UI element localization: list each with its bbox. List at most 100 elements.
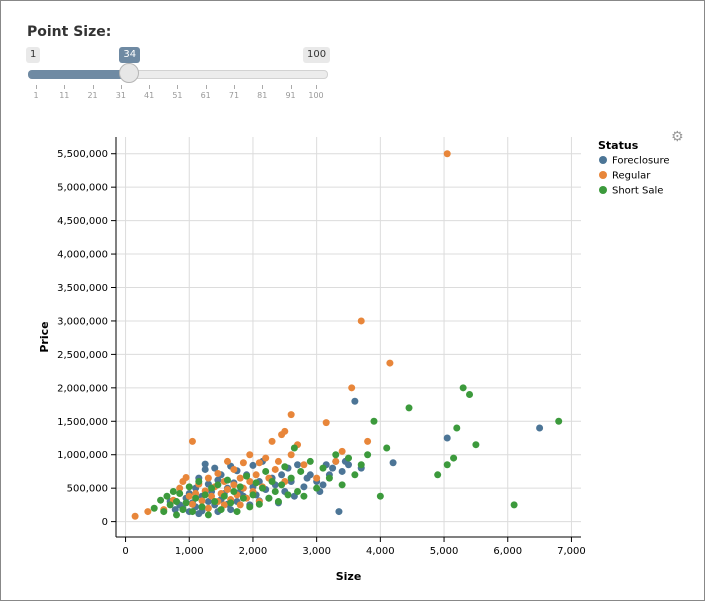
point-short-sale xyxy=(188,508,196,516)
y-tick-label: 5,500,000 xyxy=(57,149,108,160)
slider-tick xyxy=(177,85,179,89)
point-short-sale xyxy=(173,511,181,519)
point-short-sale xyxy=(195,477,203,485)
point-short-sale xyxy=(450,454,458,462)
point-foreclosure xyxy=(300,483,308,491)
slider-tick-label: 21 xyxy=(87,91,98,100)
point-short-sale xyxy=(173,498,181,506)
y-tick-label: 1,000,000 xyxy=(57,450,108,461)
point-short-sale xyxy=(268,477,276,485)
point-short-sale xyxy=(376,492,384,500)
point-regular xyxy=(313,474,321,482)
y-tick-label: 2,500,000 xyxy=(57,350,108,361)
x-axis-title: Size xyxy=(336,570,362,583)
point-foreclosure xyxy=(319,481,327,489)
slider-tick xyxy=(120,85,122,89)
point-foreclosure xyxy=(204,498,212,506)
legend: Status Foreclosure Regular Short Sale xyxy=(598,139,670,197)
slider-tick-label: 61 xyxy=(200,91,211,100)
slider-min-badge: 1 xyxy=(26,47,41,63)
x-tick-label: 6,000 xyxy=(493,546,522,557)
legend-label: Foreclosure xyxy=(612,156,670,167)
point-foreclosure xyxy=(211,464,219,472)
point-short-sale xyxy=(201,491,209,499)
point-short-sale xyxy=(383,444,391,452)
point-regular xyxy=(287,411,295,419)
point-foreclosure xyxy=(227,506,235,514)
point-short-sale xyxy=(262,467,270,475)
slider-tick xyxy=(64,85,66,89)
point-regular xyxy=(357,317,365,325)
point-short-sale xyxy=(265,494,273,502)
x-tick-label: 2,000 xyxy=(239,546,268,557)
point-regular xyxy=(236,474,244,482)
point-foreclosure xyxy=(249,461,257,469)
x-tick-label: 5,000 xyxy=(430,546,459,557)
point-short-sale xyxy=(434,471,442,479)
point-regular xyxy=(223,486,231,494)
point-short-sale xyxy=(287,474,295,482)
point-short-sale xyxy=(364,451,372,459)
point-short-sale xyxy=(274,498,282,506)
point-regular xyxy=(287,451,295,459)
point-short-sale xyxy=(236,483,244,491)
point-short-sale xyxy=(150,504,158,512)
slider-tick xyxy=(290,85,292,89)
slider-tick-label: 71 xyxy=(228,91,240,100)
point-short-sale xyxy=(453,424,461,432)
point-short-sale xyxy=(370,417,378,425)
point-short-sale xyxy=(278,481,286,489)
point-size-slider[interactable]: 1 34 100 1 11 21 31 41 51 61 71 81 91 100 xyxy=(26,44,331,104)
point-regular xyxy=(144,508,152,516)
point-short-sale xyxy=(472,441,480,449)
y-tick-label: 5,000,000 xyxy=(57,183,108,194)
point-short-sale xyxy=(306,457,314,465)
y-tick-label: 500,000 xyxy=(67,484,108,495)
gear-icon[interactable]: ⚙ xyxy=(671,129,684,145)
point-short-sale xyxy=(319,464,327,472)
point-short-sale xyxy=(259,484,267,492)
point-regular xyxy=(239,459,247,467)
slider-handle[interactable] xyxy=(119,63,140,83)
y-tick-label: 3,000,000 xyxy=(57,316,108,327)
x-tick-label: 4,000 xyxy=(366,546,395,557)
point-short-sale xyxy=(297,467,305,475)
point-short-sale xyxy=(300,492,308,500)
slider-fill xyxy=(28,70,130,79)
point-regular xyxy=(176,484,184,492)
point-foreclosure xyxy=(345,461,352,469)
slider-tick xyxy=(92,85,94,89)
point-regular xyxy=(338,447,346,455)
slider-tick xyxy=(262,85,264,89)
slider-tick-label: 11 xyxy=(59,91,70,100)
point-foreclosure xyxy=(201,460,209,468)
point-foreclosure xyxy=(338,467,346,475)
slider-value-badge: 34 xyxy=(119,47,141,63)
point-short-sale xyxy=(160,508,168,516)
point-short-sale xyxy=(233,508,241,516)
legend-swatch xyxy=(599,171,607,179)
point-short-sale xyxy=(176,490,184,498)
y-tick-label: 4,500,000 xyxy=(57,216,108,227)
point-regular xyxy=(182,473,190,481)
point-regular xyxy=(386,359,394,367)
point-regular xyxy=(185,492,193,500)
y-tick-label: 2,000,000 xyxy=(57,383,108,394)
point-short-sale xyxy=(157,496,165,504)
point-regular xyxy=(348,384,356,392)
slider-tick-label: 41 xyxy=(144,91,155,100)
point-short-sale xyxy=(459,384,467,392)
legend-label: Regular xyxy=(612,171,651,182)
point-short-sale xyxy=(220,492,228,500)
point-short-sale xyxy=(192,494,200,502)
points xyxy=(131,150,563,520)
point-short-sale xyxy=(555,417,563,425)
point-short-sale xyxy=(227,499,235,507)
point-short-sale xyxy=(214,481,222,489)
grid xyxy=(116,137,581,537)
point-regular xyxy=(198,497,206,505)
point-short-sale xyxy=(405,404,413,412)
slider-tick xyxy=(316,85,317,89)
point-regular xyxy=(268,437,276,445)
